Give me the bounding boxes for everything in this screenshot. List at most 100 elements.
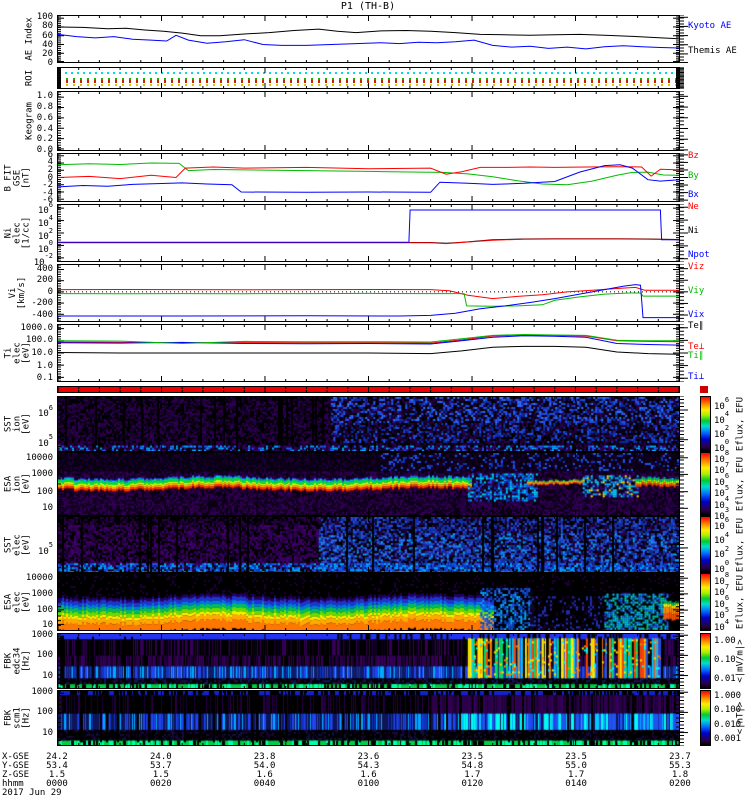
esaelec-ytick-2: 100 (36, 605, 53, 616)
axis-row-label-X-GSE: X-GSE (2, 752, 30, 762)
fbk1-cbtick-0: 1.00 (714, 635, 736, 646)
esaion-ylabel-text: ESA ion [eV] (3, 473, 32, 495)
axis-value-Z-GSE-0: 1.5 (48, 770, 66, 780)
sstion-cbtick-1: 104 (714, 410, 730, 426)
sstion-axes (58, 397, 679, 451)
axis-value-hhmm-5: 0140 (565, 779, 587, 789)
ti-legend-2: Ti∥ (688, 351, 704, 362)
bfit-ytick-6: -6 (42, 195, 53, 206)
axis-value-X-GSE-6: 23.7 (669, 752, 691, 762)
sstelec-right-ticks (680, 516, 688, 573)
esaion-ytick-2: 100 (36, 486, 53, 497)
axis-value-hhmm-0: 0000 (46, 779, 68, 789)
bfit-ytick-1: 4 (47, 157, 53, 168)
sstelec-panel (57, 516, 680, 573)
axis-value-Y-GSE-0: 53.4 (46, 761, 68, 771)
esaelec-cbtick-4: 104 (714, 617, 730, 634)
esaion-axes (58, 453, 679, 515)
keo-ytick-2: 0.6 (36, 112, 53, 123)
fbk2-ytick-2: 10 (42, 727, 53, 738)
esaion-ytick-0: 10000 (25, 452, 53, 463)
ti-ylabel-text: Ti elec [eV] (3, 342, 32, 364)
ae-panel (57, 15, 680, 63)
ti-legend-0: Te∥ (688, 320, 704, 331)
axis-value-Y-GSE-5: 55.0 (565, 761, 587, 771)
fbk2-ytick-1: 100 (36, 707, 53, 718)
ni-legend-2: Npot (688, 250, 710, 261)
ae-ytick-4: 20 (42, 48, 53, 59)
fbk1-cb-unit-text: <|mV/m|> (735, 639, 746, 683)
fbk2-ylabel-text: FBK scm1 [Hz] (3, 707, 32, 729)
ae-ylabel-text: AE Index (24, 17, 35, 61)
esaion-cbtick-0: 108 (714, 449, 730, 465)
esaion-cb-unit-text: Eflux, EFU (735, 456, 746, 512)
fbk2-cbtick-2: 0.010 (714, 719, 742, 730)
esaelec-colorbar (700, 573, 711, 631)
ae-ytick-0: 100 (36, 12, 53, 23)
bar-right-ticks (680, 386, 689, 393)
roi-dotted-row-2 (59, 80, 678, 84)
fbk2-colorbar (700, 690, 711, 746)
axis-value-Z-GSE-2: 1.6 (256, 770, 273, 780)
quality-bar-legend (700, 386, 708, 393)
ae-axes (58, 16, 679, 62)
bfit-legend-1: By (688, 170, 699, 181)
sstelec-cbtick-2: 102 (714, 544, 730, 561)
ti-par-line (58, 333, 679, 345)
vi-ytick-1: 200 (36, 275, 53, 286)
esaelec-cbtick-3: 105 (714, 606, 730, 622)
axis-value-hhmm-3: 0100 (357, 779, 380, 789)
axis-value-hhmm-2: 0040 (253, 779, 276, 789)
ae-ytick-2: 60 (42, 30, 53, 41)
axis-value-X-GSE-5: 23.5 (565, 752, 587, 762)
sstion-ytick-0: 106 (37, 403, 53, 419)
ni-ytick-1: 104 (37, 213, 53, 230)
fbk1-ylabel-text: FBK edc34 [Hz] (3, 647, 32, 675)
bar-panel (57, 386, 680, 393)
axis-value-Y-GSE-2: 54.0 (253, 761, 276, 771)
ae-ytick-1: 80 (42, 21, 53, 32)
keo-ylabel-text: Keogram (24, 102, 35, 140)
ti-right-ticks (680, 324, 688, 382)
bfit-ytick-0: 6 (47, 149, 53, 160)
esaelec-right-ticks (680, 573, 688, 631)
bx-line (58, 164, 679, 193)
roi-dotted-row-1 (59, 77, 678, 81)
bfit-ytick-2: 2 (47, 164, 53, 175)
ae-ytick-5: 0 (47, 57, 53, 68)
by-line (58, 162, 679, 186)
esaelec-ytick-1: 1000 (31, 588, 53, 599)
fbk1-cbtick-1: 0.10 (714, 654, 736, 665)
ni-panel (57, 204, 680, 262)
sstelec-ylabel-text: SST elec [eV] (3, 533, 32, 556)
fbk2-cbtick-0: 1.000 (714, 690, 742, 701)
ti-panel (57, 324, 680, 382)
ti-ytick-1: 100.0 (25, 335, 53, 346)
esaion-right-ticks (680, 452, 688, 516)
roi-axes (58, 68, 679, 88)
esaelec-panel (57, 573, 680, 631)
esaion-colorbar (700, 452, 711, 516)
sstelec-cbtick-0: 106 (714, 516, 730, 532)
ti-legend-1: Te⊥ (688, 342, 705, 353)
ae-legend-0: Kyoto AE (688, 20, 732, 31)
axis-value-Y-GSE-1: 53.7 (150, 761, 172, 771)
vi-legend-0: Viz (688, 262, 705, 273)
fbk1-spectrogram (58, 634, 679, 688)
esaion-ytick-3: 10 (42, 503, 53, 514)
axis-value-Z-GSE-6: 1.8 (671, 770, 689, 780)
esaelec-cbtick-0: 108 (714, 571, 730, 587)
bfit-legend-0: Bz (688, 150, 699, 161)
esaion-cbtick-1: 107 (714, 460, 730, 477)
vi-ylabel-text: Vi [km/s] (8, 276, 27, 310)
axis-value-hhmm-1: 0020 (150, 779, 172, 789)
ni-legend-1: Ni (688, 225, 699, 236)
vi-ytick-0: 400 (36, 263, 53, 274)
fbk1-right-ticks (680, 633, 688, 689)
vi-right-ticks (680, 264, 688, 322)
axis-value-Z-GSE-5: 1.7 (568, 770, 585, 780)
bfit-ytick-5: -4 (42, 187, 53, 198)
ti-axes (58, 325, 679, 381)
esaion-cbtick-4: 104 (714, 495, 730, 511)
bar-axes (58, 387, 679, 392)
